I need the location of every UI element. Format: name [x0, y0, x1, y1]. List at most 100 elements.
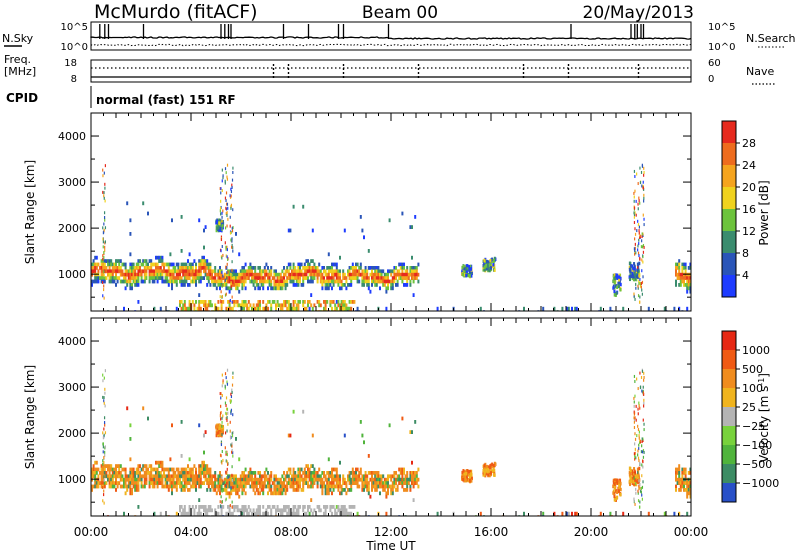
- velocity-cell: [633, 404, 635, 408]
- velocity-cell: [633, 452, 636, 456]
- velocity-cell: [228, 511, 231, 516]
- date-title: 20/May/2013: [583, 3, 695, 23]
- power-cell: [226, 255, 228, 259]
- power-cell: [217, 300, 220, 304]
- velocity-cell: [326, 484, 329, 489]
- power-cell: [355, 269, 357, 274]
- power-cell: [324, 283, 327, 287]
- power-cell: [265, 262, 268, 267]
- velocity-cell: [321, 491, 324, 496]
- velocity-cell: [553, 511, 556, 516]
- velocity-cell: [233, 474, 236, 479]
- power-cell: [393, 279, 396, 284]
- power-cell: [295, 272, 298, 277]
- power-cell: [382, 279, 385, 284]
- velocity-cell: [231, 434, 234, 438]
- power-cell: [193, 303, 196, 308]
- power-cell: [383, 276, 386, 280]
- power-cell: [294, 272, 297, 277]
- power-cell: [156, 272, 159, 277]
- velocity-cell: [225, 471, 228, 475]
- power-cell: [105, 259, 108, 263]
- velocity-cell: [110, 484, 113, 489]
- velocity-cell: [361, 488, 364, 492]
- velocity-cell: [299, 477, 301, 482]
- power-cell: [663, 306, 666, 311]
- power-cell: [380, 276, 383, 280]
- velocity-cell: [300, 467, 303, 472]
- velocity-cell: [297, 481, 300, 485]
- power-cell: [310, 266, 313, 270]
- velocity-cell: [124, 481, 127, 485]
- colorbar-segment: [722, 483, 736, 503]
- power-cell: [279, 306, 282, 311]
- power-cell: [217, 269, 220, 274]
- velocity-cell: [135, 484, 138, 489]
- power-cell: [286, 276, 289, 280]
- power-cell: [219, 272, 221, 277]
- power-cell: [182, 269, 185, 274]
- power-cell: [150, 272, 153, 277]
- velocity-cell: [388, 474, 391, 479]
- power-cell: [230, 194, 232, 198]
- power-cell: [226, 276, 228, 280]
- velocity-cell: [406, 484, 409, 489]
- power-cell: [407, 276, 410, 280]
- velocity-cell: [289, 467, 292, 472]
- power-cell: [281, 269, 284, 274]
- power-cell: [613, 289, 616, 294]
- velocity-cell: [686, 494, 689, 499]
- velocity-cell: [414, 481, 417, 485]
- velocity-cell: [212, 488, 215, 492]
- power-cell: [103, 296, 105, 300]
- power-cell: [102, 288, 105, 292]
- velocity-cell: [94, 477, 97, 482]
- velocity-cell: [414, 477, 417, 482]
- velocity-cell: [638, 487, 640, 491]
- velocity-cell: [348, 481, 351, 485]
- velocity-cell: [375, 488, 378, 492]
- velocity-cell: [307, 467, 309, 472]
- velocity-cell: [134, 471, 137, 475]
- power-cell: [684, 272, 687, 277]
- power-cell: [268, 269, 271, 274]
- velocity-cell: [630, 479, 633, 484]
- velocity-cell: [180, 474, 183, 479]
- power-cell: [206, 303, 209, 308]
- power-cell: [267, 306, 269, 311]
- velocity-cell: [169, 457, 172, 462]
- colorbar-tick-label: −1000: [742, 477, 779, 490]
- velocity-cell: [633, 416, 635, 420]
- velocity-cell: [287, 481, 290, 485]
- power-cell: [366, 272, 369, 277]
- velocity-cell: [174, 471, 177, 475]
- power-cell: [225, 286, 228, 291]
- velocity-cell: [129, 481, 132, 485]
- velocity-cell: [164, 474, 167, 479]
- power-cell: [155, 276, 157, 280]
- velocity-cell: [171, 467, 173, 472]
- velocity-cell: [211, 477, 213, 482]
- power-cell: [171, 279, 173, 284]
- velocity-cell: [215, 484, 218, 489]
- velocity-cell: [417, 484, 420, 489]
- power-cell: [395, 266, 397, 270]
- power-cell: [367, 283, 370, 287]
- velocity-cell: [643, 401, 645, 405]
- power-cell: [331, 262, 333, 267]
- power-cell: [634, 246, 636, 250]
- velocity-cell: [297, 467, 300, 472]
- velocity-cell: [637, 475, 640, 480]
- velocity-cell: [251, 477, 253, 482]
- velocity-cell: [143, 464, 146, 468]
- velocity-cell: [641, 463, 643, 467]
- velocity-cell: [643, 428, 645, 432]
- velocity-cell: [103, 481, 106, 485]
- power-cell: [297, 272, 300, 277]
- velocity-cell: [231, 481, 234, 485]
- power-cell: [633, 206, 636, 210]
- power-cell: [377, 272, 380, 277]
- velocity-cell: [236, 488, 239, 492]
- velocity-cell: [388, 484, 391, 489]
- power-cell: [684, 276, 687, 280]
